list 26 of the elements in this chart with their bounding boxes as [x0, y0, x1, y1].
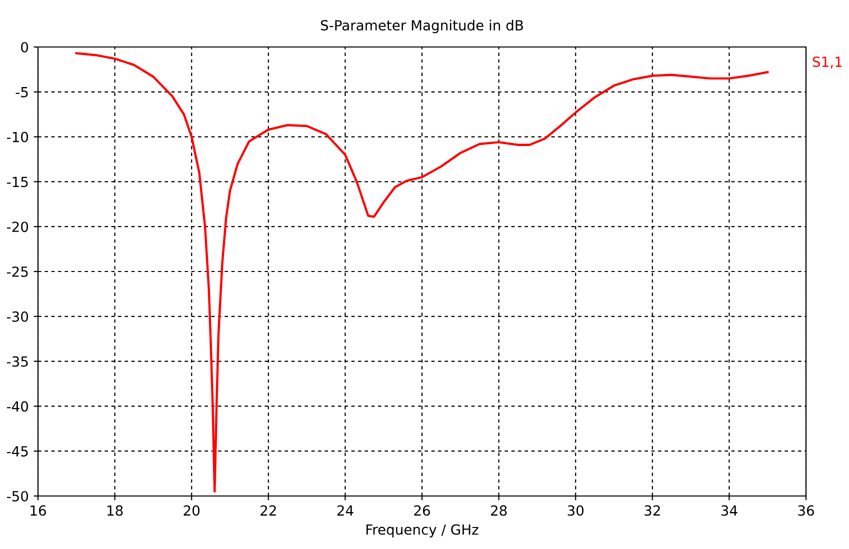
y-tick-label: -5: [16, 87, 28, 98]
y-tick-label: -25: [6, 266, 28, 277]
x-tick-label: 24: [337, 505, 354, 516]
y-tick-label: 0: [21, 42, 28, 52]
y-tick-label: -30: [6, 311, 28, 322]
x-tick-label: 34: [721, 505, 738, 516]
y-tick-label: -50: [6, 490, 28, 502]
x-tick-label: 36: [798, 505, 814, 516]
x-tick-label: 20: [184, 505, 200, 516]
x-tick-label: 30: [568, 505, 584, 516]
x-tick-label: 16: [30, 505, 46, 516]
line-series: [75, 52, 769, 493]
x-tick-label: 26: [414, 505, 430, 516]
y-tick-label: -35: [6, 356, 28, 367]
y-tick-label: -40: [6, 401, 28, 412]
x-tick-label: 18: [107, 505, 123, 516]
y-tick-label: -20: [6, 222, 28, 232]
y-tick-label: -10: [6, 132, 28, 142]
chart-title: S-Parameter Magnitude in dB: [320, 20, 523, 34]
x-axis-title: Frequency / GHz: [366, 524, 478, 538]
y-tick-label: -45: [6, 446, 28, 457]
y-tick-label: -15: [6, 176, 28, 188]
x-tick-label: 28: [490, 505, 507, 516]
x-tick-label: 32: [644, 505, 660, 516]
x-tick-label: 22: [260, 505, 276, 516]
text: S1,1: [812, 56, 842, 68]
